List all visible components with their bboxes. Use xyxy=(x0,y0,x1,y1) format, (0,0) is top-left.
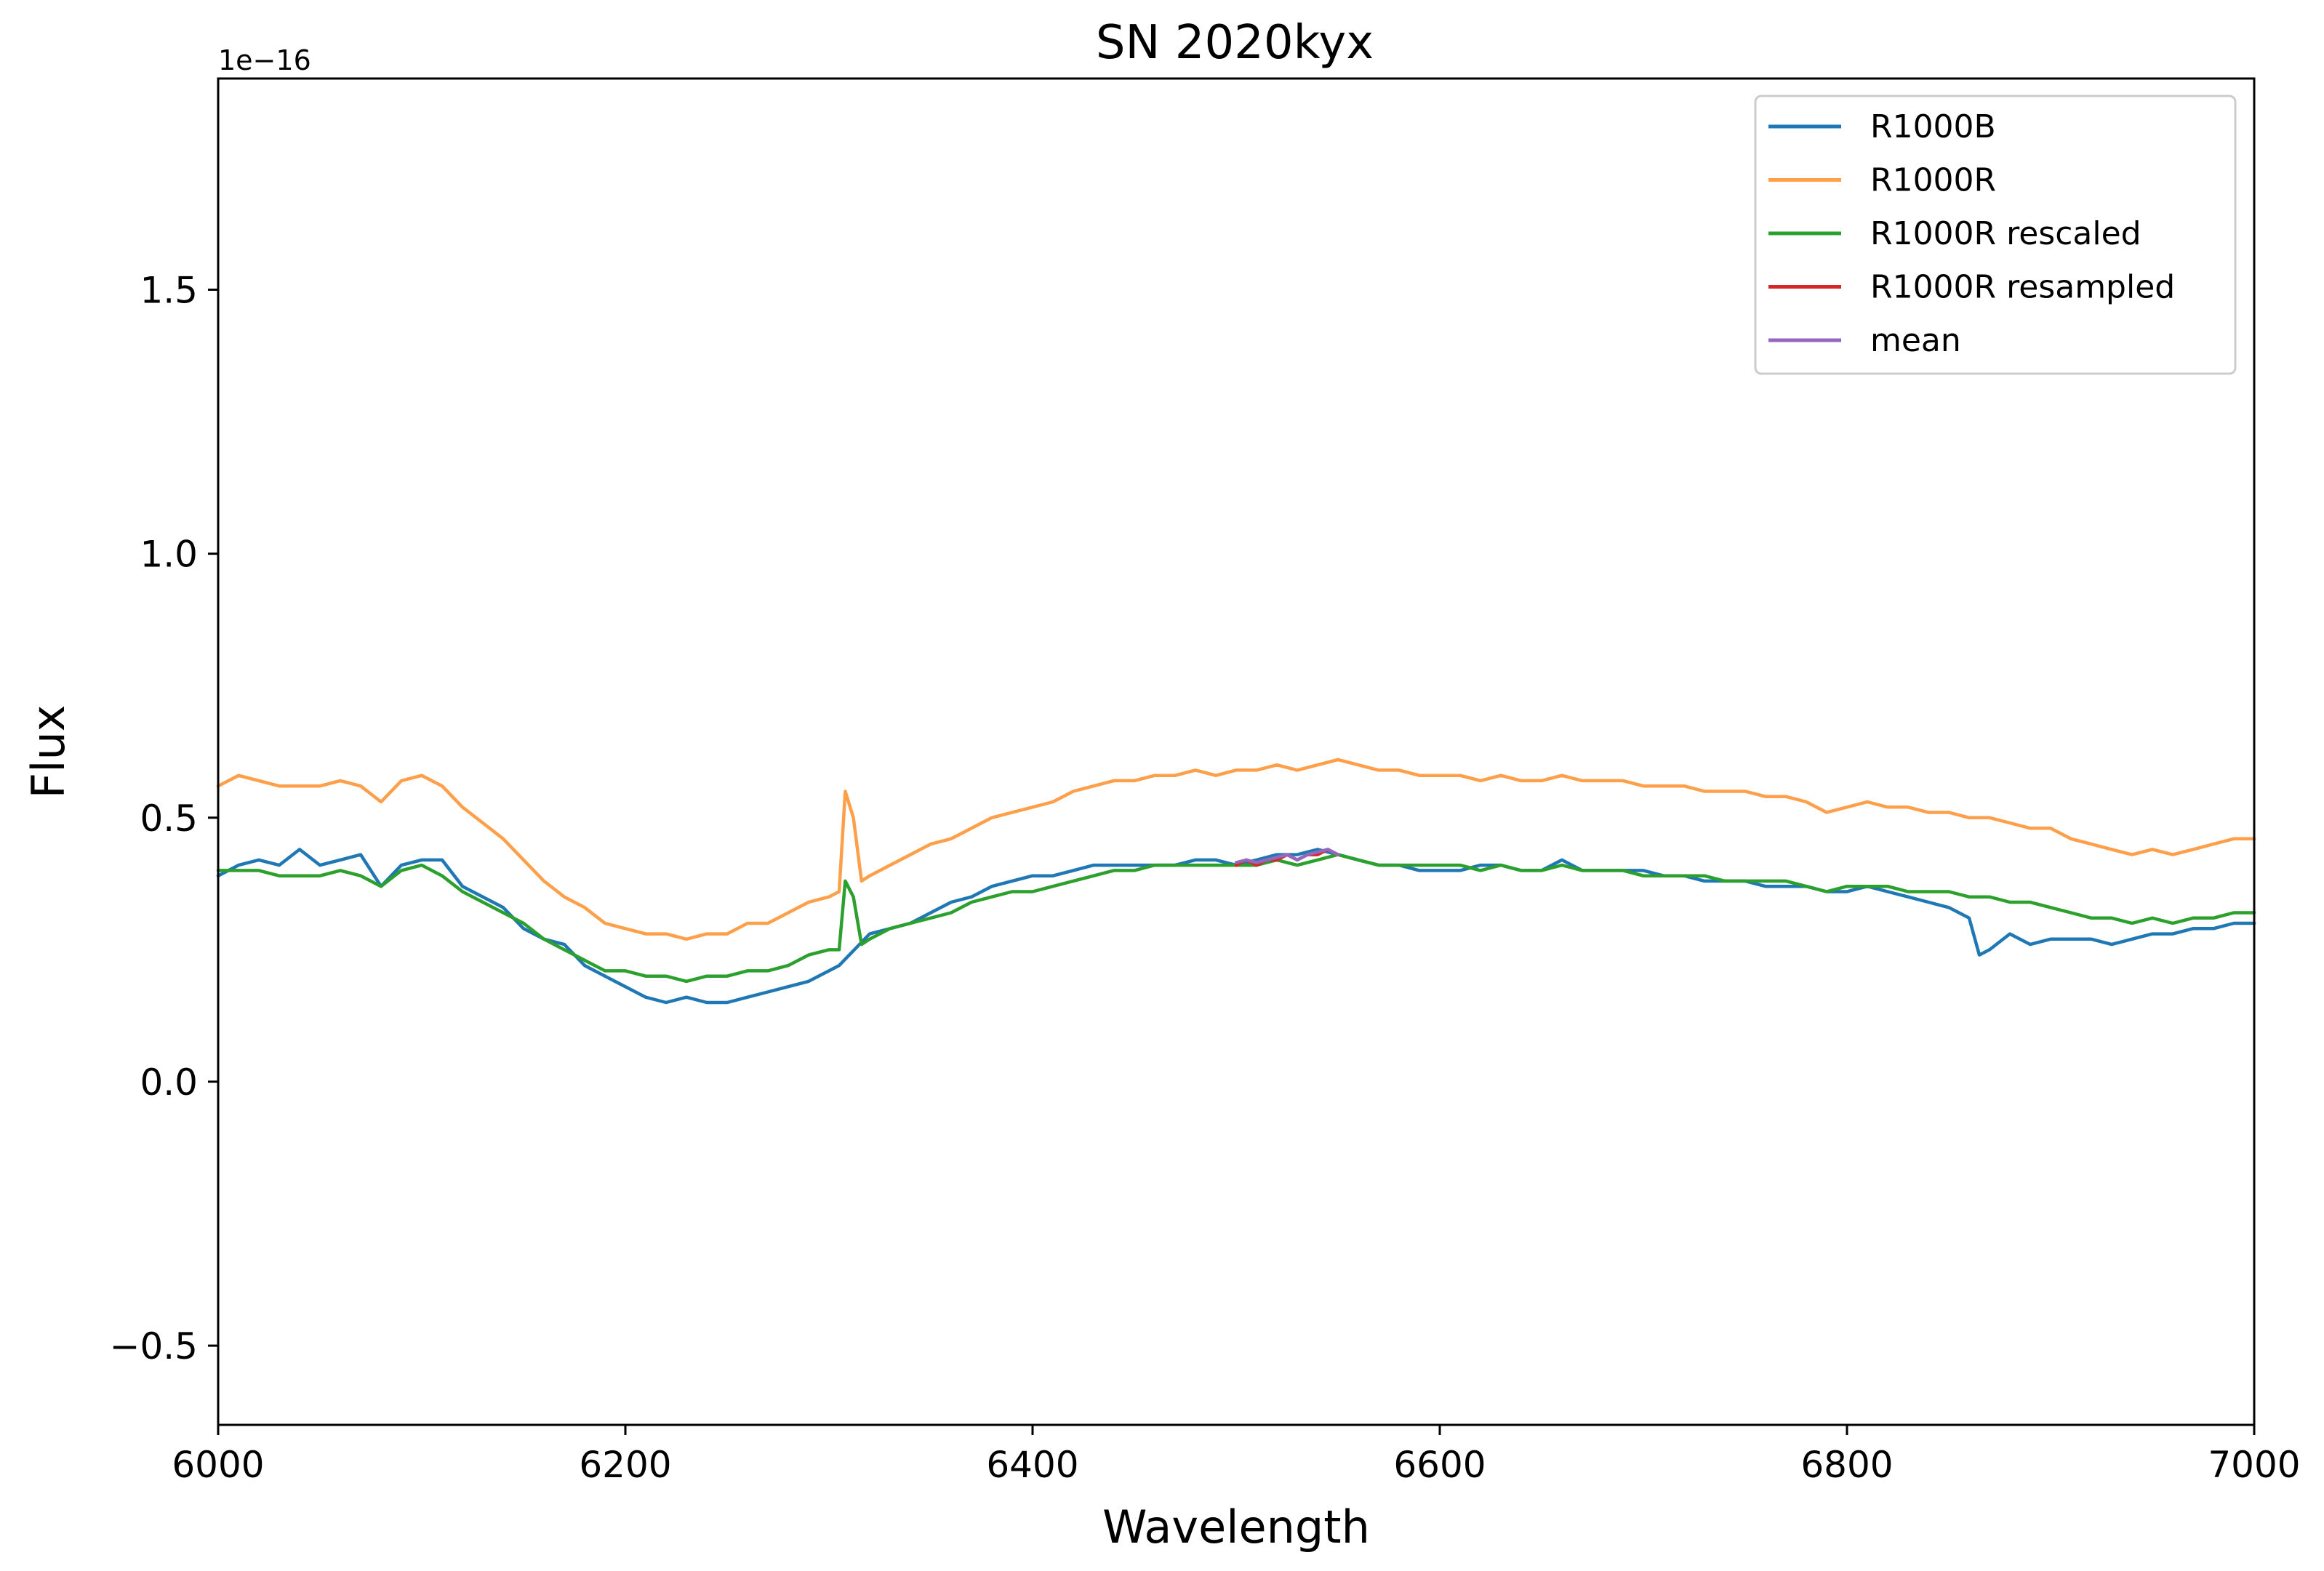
y-tick-label: 1.5 xyxy=(140,270,198,312)
legend-entry: R1000R xyxy=(1870,162,1996,199)
series-line-mean xyxy=(1234,848,1340,864)
series-line-r1000b xyxy=(216,848,2256,1005)
legend-box xyxy=(1754,95,2237,375)
legend-entry: mean xyxy=(1870,322,1961,359)
plot-frame xyxy=(217,77,2256,1426)
chart-title: SN 2020kyx xyxy=(1096,16,1374,70)
x-tick-label: 7000 xyxy=(2208,1444,2300,1486)
y-tick-label: 0.0 xyxy=(140,1061,198,1104)
y-offset-label: 1e−16 xyxy=(218,44,311,76)
x-tick-label: 6000 xyxy=(172,1444,264,1486)
y-tick-label: −0.5 xyxy=(110,1325,198,1367)
y-axis: −0.5 0.0 0.5 1.0 1.5 xyxy=(110,270,218,1367)
x-tick-label: 6200 xyxy=(579,1444,671,1486)
series-line-r1000r-rescaled xyxy=(216,853,2256,984)
legend-entry: R1000R resampled xyxy=(1870,269,2175,306)
series-layer xyxy=(216,758,2256,1005)
legend-entry: R1000R rescaled xyxy=(1870,215,2141,252)
legend: R1000B R1000R R1000R rescaled R1000R resamp… xyxy=(1754,95,2237,375)
x-tick-label: 6800 xyxy=(1800,1444,1893,1486)
x-axis-label: Wavelength xyxy=(1102,1500,1370,1554)
legend-entry: R1000B xyxy=(1870,108,1996,145)
y-axis-label: Flux xyxy=(22,705,75,799)
x-tick-label: 6600 xyxy=(1393,1444,1486,1486)
x-tick-label: 6400 xyxy=(986,1444,1078,1486)
y-tick-label: 0.5 xyxy=(140,797,198,840)
x-axis: 6000 6200 6400 6600 6800 7000 xyxy=(172,1425,2301,1486)
series-line-r1000r xyxy=(216,758,2256,941)
y-tick-label: 1.0 xyxy=(140,534,198,576)
